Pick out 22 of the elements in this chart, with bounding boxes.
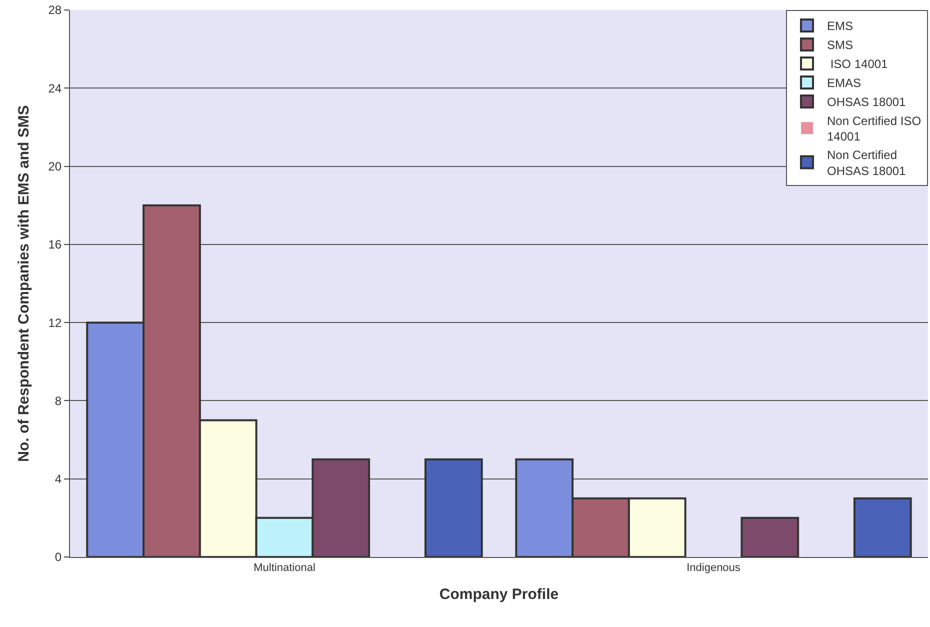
legend-label: SMS (827, 38, 854, 52)
bar (740, 516, 800, 557)
y-tick-label: 20 (48, 159, 62, 174)
legend-label: OHSAS 18001 (827, 95, 906, 110)
x-tick-label: Indigenous (686, 562, 741, 574)
y-tick-label: 24 (48, 81, 62, 96)
bar (424, 458, 483, 557)
x-tick-label: Multinational (254, 562, 316, 574)
legend-label: EMS (827, 19, 854, 34)
y-tick-label: 0 (54, 550, 62, 564)
legend-label: EMAS (827, 76, 862, 90)
y-tick-label: 28 (48, 3, 62, 18)
y-tick-label: 16 (48, 238, 62, 252)
legend-label: ISO 14001 (827, 57, 888, 72)
y-tick-label: 12 (48, 316, 62, 330)
y-axis-title: No. of Respondent Companies with EMS and SMS (15, 105, 32, 462)
legend-label: Non Certified ISO 14001 (827, 114, 922, 144)
legend-label: Non Certified OHSAS 18001 (827, 148, 906, 178)
y-tick-label: 8 (54, 394, 62, 408)
bar (853, 497, 912, 557)
y-tick-label: 4 (54, 472, 62, 486)
x-axis-title: Company Profile (439, 586, 559, 604)
